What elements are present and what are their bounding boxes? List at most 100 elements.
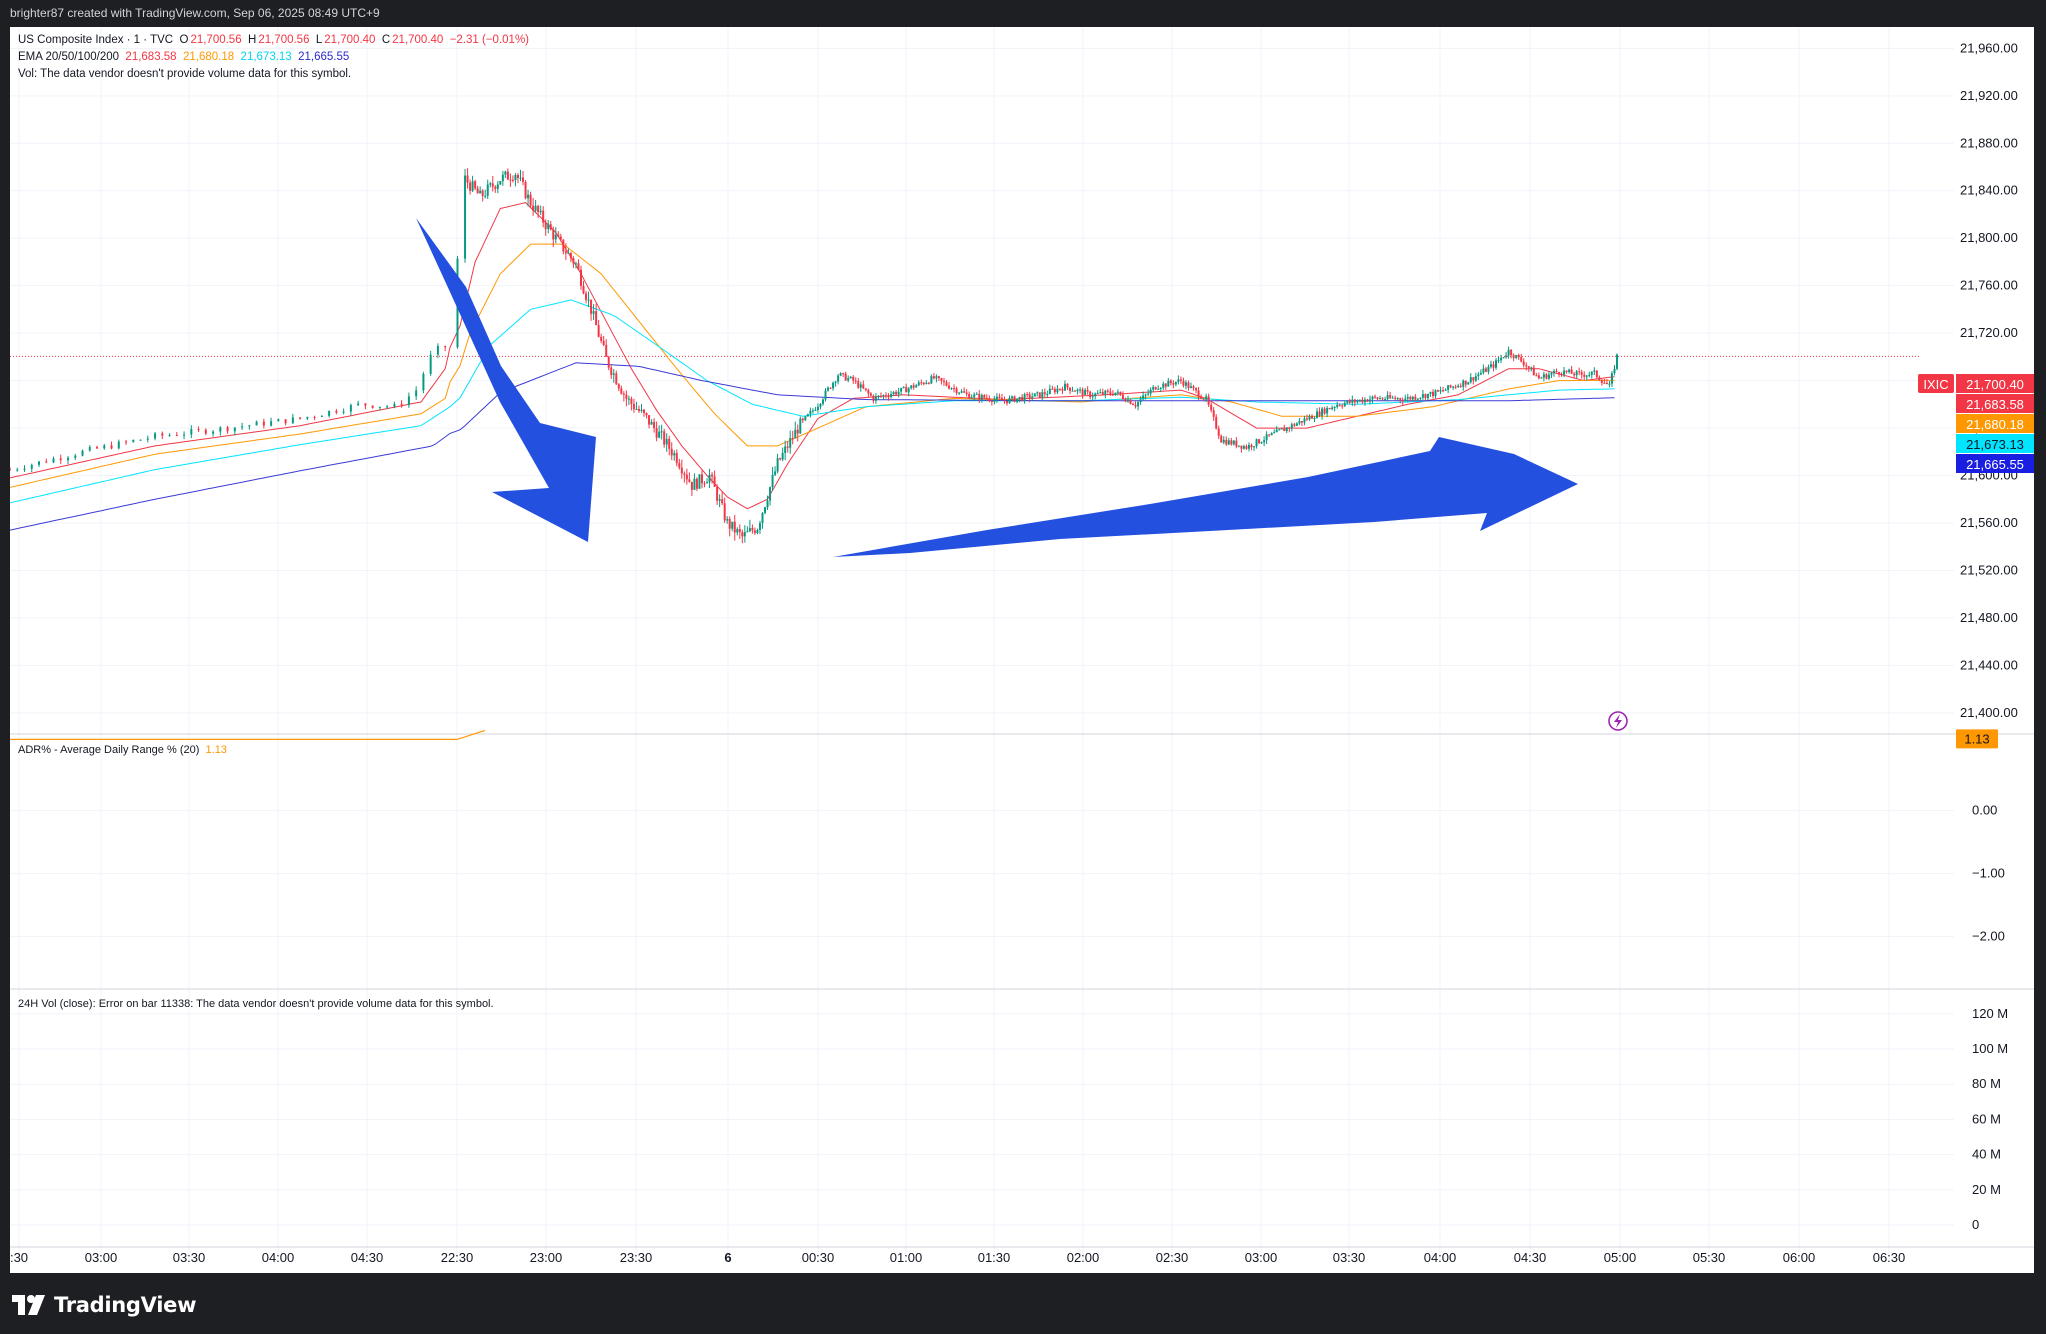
candle-body — [877, 395, 880, 397]
candle-body — [1386, 395, 1389, 400]
candle-body — [1215, 416, 1218, 429]
candle — [1260, 441, 1263, 444]
candle — [1565, 370, 1568, 374]
candle — [1520, 353, 1523, 363]
candle — [1167, 377, 1170, 387]
candle — [1190, 382, 1193, 389]
time-tick-label: 22:30 — [441, 1250, 474, 1265]
candle-body — [1134, 404, 1137, 407]
candle — [1484, 366, 1487, 373]
candle — [1363, 397, 1366, 406]
adr-line — [10, 729, 486, 741]
candle-body — [320, 415, 323, 417]
candle — [1454, 384, 1457, 390]
candle-body — [1570, 369, 1573, 374]
tradingview-logo[interactable]: TradingView — [12, 1290, 196, 1320]
candle — [726, 516, 729, 524]
candle-body — [1419, 397, 1422, 399]
adr-legend[interactable]: ADR% - Average Daily Range % (20) 1.13 — [18, 744, 227, 756]
candle — [1512, 353, 1515, 362]
candle — [479, 186, 482, 194]
candle — [1268, 434, 1271, 438]
candle-body — [869, 393, 872, 396]
candle — [1142, 391, 1145, 401]
candle-body — [726, 519, 729, 521]
candle — [1205, 393, 1208, 403]
candle — [1386, 391, 1389, 402]
candle — [52, 456, 55, 464]
candle — [1179, 376, 1182, 385]
candle-body — [506, 171, 509, 180]
ema-legend[interactable]: EMA 20/50/100/200 21,683.58 21,680.18 21… — [18, 51, 349, 63]
candle-body — [422, 373, 425, 391]
candle — [474, 179, 477, 191]
candle-body — [226, 427, 229, 432]
candle-body — [481, 190, 484, 196]
candle — [1605, 379, 1608, 385]
candle — [1210, 402, 1213, 413]
volume-legend[interactable]: Vol: The data vendor doesn't provide vol… — [18, 68, 351, 80]
candle-body — [1525, 365, 1528, 367]
candle-body — [590, 299, 593, 314]
candle-body — [892, 392, 895, 395]
candle-body — [1295, 423, 1298, 426]
price-label-badge — [1956, 394, 2034, 413]
candle-body — [942, 380, 945, 383]
candle — [1021, 394, 1024, 402]
candle — [1326, 405, 1329, 418]
candle — [1381, 397, 1384, 401]
candle — [464, 169, 467, 263]
candle-body — [1527, 366, 1530, 369]
candle-body — [1008, 398, 1011, 404]
chart-canvas[interactable]: 21,960.00 21,920.00 21,880.00 21,840.00 21,8… — [10, 27, 2034, 1273]
candle — [824, 388, 827, 402]
candle — [1500, 354, 1503, 364]
candle — [67, 456, 70, 465]
candle — [1353, 398, 1356, 407]
chart-frame[interactable]: 21,960.00 21,920.00 21,880.00 21,840.00 21,8… — [10, 27, 2034, 1273]
candle-body — [716, 486, 719, 501]
candle — [1489, 360, 1492, 369]
candle-body — [1217, 428, 1220, 436]
candle — [1356, 399, 1359, 404]
candle-body — [693, 478, 696, 490]
symbol-legend[interactable]: US Composite Index · 1 · TVC O 21,700.56 … — [18, 34, 529, 46]
candle — [1348, 398, 1351, 405]
candle — [1058, 388, 1061, 391]
candle — [1041, 389, 1044, 401]
candle — [1442, 386, 1445, 393]
candle — [103, 443, 106, 450]
candle-body — [1101, 392, 1104, 395]
candle-body — [806, 414, 809, 417]
candle — [809, 407, 812, 418]
time-tick-label: 05:30 — [1693, 1250, 1726, 1265]
candle — [476, 185, 479, 194]
candle — [1285, 426, 1288, 434]
candle — [1220, 434, 1223, 443]
candle — [746, 526, 749, 533]
candle — [491, 175, 494, 192]
price-label-text: 21,680.18 — [1966, 417, 2024, 432]
vol24-legend[interactable]: 24H Vol (close): Error on bar 11338: The… — [18, 998, 494, 1010]
candle — [645, 412, 648, 419]
candle — [38, 461, 41, 467]
candle-body — [516, 175, 519, 178]
candle — [869, 392, 872, 397]
candle — [925, 380, 928, 385]
candle-body — [1593, 370, 1596, 372]
time-tick-label: 01:30 — [978, 1250, 1011, 1265]
candle-body — [1585, 375, 1588, 377]
candle — [751, 524, 754, 534]
candle — [897, 387, 900, 398]
candle — [1227, 437, 1230, 446]
candle-body — [1003, 400, 1006, 402]
candle — [1157, 385, 1160, 390]
candle — [1263, 436, 1266, 447]
candle — [1298, 418, 1301, 426]
candle-body — [514, 175, 517, 181]
candle — [892, 390, 895, 397]
candle-body — [791, 438, 794, 440]
symbol-tag-badge — [1918, 374, 1954, 393]
candle — [444, 345, 447, 352]
candle-body — [476, 188, 479, 194]
